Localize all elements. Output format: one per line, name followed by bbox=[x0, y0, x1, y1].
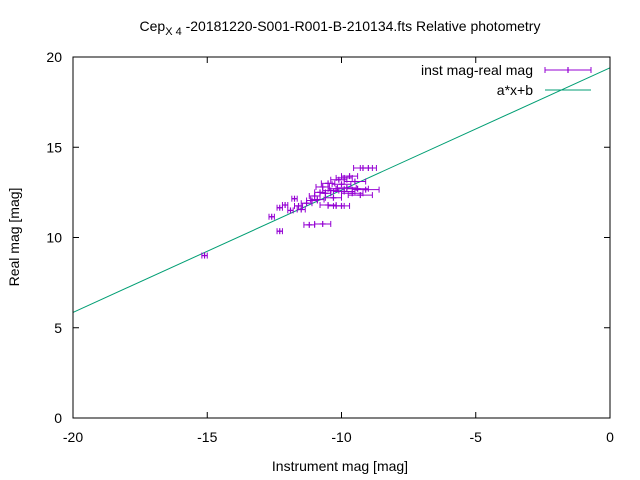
chart-title-subscript: X 4 bbox=[165, 26, 182, 38]
data-point bbox=[291, 195, 298, 202]
x-tick-label: 0 bbox=[606, 429, 614, 445]
data-point bbox=[346, 185, 369, 192]
plot-frame bbox=[72, 56, 611, 419]
data-point bbox=[347, 192, 373, 199]
data-point bbox=[351, 186, 380, 193]
data-point bbox=[296, 206, 306, 213]
fit-line-layer bbox=[72, 67, 611, 313]
y-tick-label: 0 bbox=[54, 410, 62, 426]
data-point bbox=[320, 180, 336, 187]
data-point bbox=[201, 252, 208, 259]
chart-title-suffix: -20181220-S001-R001-B-210134.fts Relativ… bbox=[182, 18, 541, 34]
data-point bbox=[331, 181, 352, 188]
data-point bbox=[303, 221, 316, 228]
data-point bbox=[314, 220, 332, 227]
data-points-layer bbox=[201, 165, 380, 259]
data-point bbox=[276, 228, 283, 235]
y-tick-label: 15 bbox=[46, 139, 62, 155]
axis-ticks-layer: -20 -15 -10 -5 0 0 5 10 15 20 bbox=[46, 49, 614, 445]
x-tick-label: -5 bbox=[470, 429, 483, 445]
data-point bbox=[268, 213, 275, 220]
data-point bbox=[332, 202, 351, 209]
x-tick-label: -10 bbox=[331, 429, 351, 445]
data-point bbox=[294, 202, 304, 209]
data-point bbox=[341, 173, 359, 180]
y-tick-label: 10 bbox=[46, 230, 62, 246]
data-point bbox=[281, 202, 289, 209]
y-tick-label: 5 bbox=[54, 320, 62, 336]
x-tick-label: -15 bbox=[197, 429, 217, 445]
legend-swatch-points bbox=[544, 67, 592, 73]
y-axis-label: Real mag [mag] bbox=[6, 188, 22, 287]
x-tick-label: -20 bbox=[63, 429, 83, 445]
data-point bbox=[324, 194, 342, 201]
data-point bbox=[343, 178, 367, 185]
data-point bbox=[327, 185, 345, 192]
legend-label-fit: a*x+b bbox=[497, 82, 533, 98]
chart-title-prefix: Cep bbox=[140, 18, 166, 34]
x-axis-label: Instrument mag [mag] bbox=[272, 458, 408, 474]
y-tick-label: 20 bbox=[46, 49, 62, 65]
data-point bbox=[306, 197, 318, 204]
data-point bbox=[359, 165, 377, 172]
chart-title: CepX 4 -20181220-S001-R001-B-210134.fts … bbox=[140, 18, 541, 38]
legend-label-points: inst mag-real mag bbox=[421, 62, 533, 78]
data-point bbox=[287, 207, 294, 214]
fit-line bbox=[72, 67, 611, 313]
legend: inst mag-real mag a*x+b bbox=[421, 62, 592, 98]
data-point bbox=[276, 204, 283, 211]
data-point bbox=[310, 196, 325, 203]
